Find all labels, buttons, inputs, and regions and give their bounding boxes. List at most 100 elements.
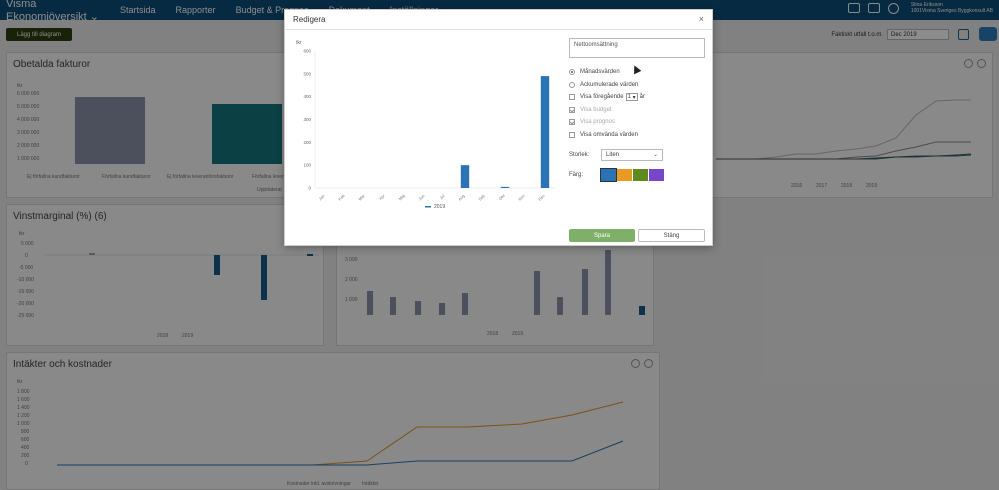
period-filter: Faktiskt utfall t.o.m. Dec 2019 [831,29,949,40]
checkbox-previous[interactable] [569,94,575,101]
option-cumulative-label: Ackumulerade värden [580,81,639,88]
x-tick-label: Dec [537,193,546,202]
card-title-income: Intäkter och kostnader [13,359,112,370]
option-previous-years[interactable]: Visa föregående 1 ▾ år [569,91,707,104]
option-forecast: Visa prognos [569,116,707,129]
radio-monthly[interactable] [569,69,575,76]
option-inverted[interactable]: Visa omvända värden [569,129,707,142]
user-name: Stina Eriksson [910,2,943,8]
settings-icon[interactable] [964,59,973,68]
option-forecast-label: Visa prognos [580,119,615,126]
save-button[interactable]: Spara [569,229,635,242]
card-controls [964,59,986,68]
option-cumulative[interactable]: Ackumulerade värden [569,79,707,92]
option-monthly-label: Månadsvärden [580,69,620,76]
mid-ylabels: 3 000 2 000 1 000 [345,257,358,303]
size-select[interactable]: Liten ⌄ [601,149,663,161]
card-title: Obetalda fakturor [13,59,91,70]
print-icon[interactable] [958,29,969,40]
margin-ylabels: 5 000 0 -5 000 -10 000 -15 000 -20 000 -… [17,241,34,319]
nav-rapporter[interactable]: Rapporter [175,5,216,15]
x-tick-label: Nov [517,193,526,202]
y-tick-label: 0 [308,186,311,191]
bar-forfallna-lev [212,104,282,164]
color-swatch-green[interactable] [633,169,648,181]
svg-text:6 000 000: 6 000 000 [17,91,39,97]
settings-icon[interactable] [631,359,640,368]
svg-text:400: 400 [21,445,30,451]
svg-text:0: 0 [25,461,28,467]
color-swatch-purple[interactable] [649,169,664,181]
svg-text:2 000: 2 000 [345,277,358,283]
option-monthly[interactable]: Månadsvärden [569,66,707,79]
svg-text:5 000: 5 000 [21,241,34,247]
x-tick-label: Aug [457,193,466,202]
delete-icon[interactable] [977,59,986,68]
x-tick-label: Jun [418,193,426,201]
svg-text:600: 600 [21,437,30,443]
svg-text:3 000: 3 000 [345,257,358,263]
period-input[interactable]: Dec 2019 [887,29,949,40]
mail-icon[interactable] [847,3,860,13]
checkbox-inverted[interactable] [569,131,575,138]
color-row: Färg: [569,168,707,182]
svg-text:-5 000: -5 000 [19,265,33,271]
chat-icon[interactable] [979,27,997,41]
svg-text:Ej förfallna leverantörsfaktur: Ej förfallna leverantörsfakturor [167,174,234,180]
svg-text:Kostnader inkl. avskrivningar: Kostnader inkl. avskrivningar [287,481,351,487]
x-tick-label: Jan [318,193,326,201]
svg-text:800: 800 [21,429,30,435]
svg-text:1 200: 1 200 [17,413,30,419]
previous-years-select[interactable]: 1 ▾ [625,93,638,102]
option-inverted-label: Visa omvända värden [580,131,638,138]
income-legend: Kostnader inkl. avskrivningar Intäkter [287,481,379,487]
svg-text:0: 0 [25,253,28,259]
color-label: Färg: [569,172,584,178]
close-button[interactable]: Stäng [638,229,705,242]
user-info[interactable]: Stina Eriksson 1001Visma Sveriges Byggko… [911,2,993,14]
period-label: Faktiskt utfall t.o.m. [831,31,883,38]
modal-title: Redigera [293,15,326,24]
download-icon[interactable] [867,3,880,13]
company-name: 1001Visma Sveriges Byggkonsult AB [910,8,993,14]
chart-title-input[interactable]: Nettoomsättning [569,38,705,58]
right-legend: 2016 2017 2018 2019 [791,183,877,189]
add-diagram-button[interactable]: Lägg till diagram [6,28,72,41]
x-tick-label: Apr [378,193,386,201]
svg-text:2016: 2016 [791,183,802,189]
right-line-chart: 2016 2017 2018 2019 [716,99,972,189]
svg-text:Förfallna leverantörsfakturor: Förfallna leverantörsfakturor [252,174,315,180]
svg-text:Ej förfallna kundfakturor: Ej förfallna kundfakturor [27,174,80,180]
svg-text:1 600: 1 600 [17,397,30,403]
svg-text:1 000: 1 000 [17,421,30,427]
preview-chart-svg: tkr 0 100 200 300 400 500 600 Jan Feb Mar Apr Maj J… [296,40,555,210]
y-tick-label: 300 [303,117,311,122]
bar-okt [500,186,510,188]
color-swatch-blue[interactable] [600,168,617,182]
radio-cumulative[interactable] [569,81,575,88]
nav-budget-prognos[interactable]: Budget & Prognos [235,5,309,15]
svg-text:4 000 000: 4 000 000 [17,117,39,123]
svg-text:2018: 2018 [157,333,168,339]
x-tick-label: Jul [439,193,446,200]
y-tick-label: 200 [303,140,311,145]
svg-text:2017: 2017 [816,183,827,189]
y-tick-label: 100 [303,163,311,168]
delete-icon[interactable] [644,359,653,368]
svg-text:2019: 2019 [182,333,193,339]
svg-text:2018: 2018 [841,183,852,189]
middle-bar-chart: 3 000 2 000 1 000 2018 2019 [345,250,645,337]
svg-text:3 000 000: 3 000 000 [17,130,39,136]
y-tick-label: 500 [303,71,311,76]
nav-startsida[interactable]: Startsida [120,5,156,15]
user-icon[interactable] [887,2,899,14]
svg-text:-10 000: -10 000 [17,277,34,283]
close-icon[interactable]: × [698,14,704,24]
app-brand[interactable]: Visma Ekonomiöversikt ⌄ [6,0,99,23]
checkbox-budget [569,106,575,113]
size-label: Storlek: [569,152,590,158]
color-swatch-orange[interactable] [617,169,632,181]
svg-text:2019: 2019 [866,183,877,189]
card-controls-income [631,359,653,368]
svg-text:-15 000: -15 000 [17,289,34,295]
